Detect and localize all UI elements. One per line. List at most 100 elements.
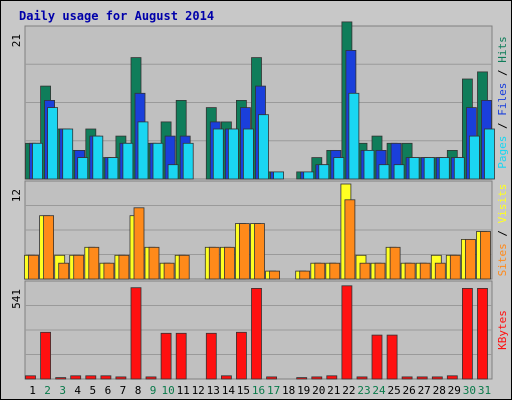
bar-sites-day-31: [480, 231, 491, 280]
bar-kbytes-day-19: [296, 377, 308, 380]
bar-sites-day-8: [133, 207, 145, 280]
x-tick-label: 8: [135, 384, 142, 397]
x-tick-label: 3: [59, 384, 66, 397]
bar-pages-day-11: [182, 142, 194, 180]
bar-kbytes-day-22: [341, 285, 353, 380]
bar-pages-day-30: [468, 135, 480, 180]
bar-kbytes-day-7: [115, 376, 127, 380]
bar-sites-day-2: [43, 215, 54, 280]
bar-pages-day-22: [348, 92, 360, 180]
bar-pages-day-20: [318, 164, 330, 180]
bar-pages-day-8: [137, 121, 149, 180]
x-tick-label: 27: [418, 384, 431, 397]
x-tick-label: 30: [463, 384, 476, 397]
legend-separator: /: [496, 116, 509, 136]
bar-pages-day-17: [273, 171, 285, 180]
bar-pages-day-7: [122, 142, 134, 180]
bar-pages-day-27: [423, 157, 435, 180]
bar-pages-day-19: [303, 171, 315, 180]
bar-kbytes-day-10: [160, 332, 172, 380]
bar-kbytes-day-21: [326, 375, 338, 380]
bar-kbytes-day-13: [205, 332, 217, 380]
x-tick-label: 10: [161, 384, 174, 397]
bar-sites-day-23: [359, 262, 371, 280]
bar-sites-day-5: [88, 246, 100, 280]
bar-pages-day-9: [152, 142, 164, 180]
bar-sites-day-21: [329, 262, 341, 280]
chart-title: Daily usage for August 2014: [19, 9, 214, 23]
bar-pages-day-13: [212, 128, 224, 180]
bar-sites-day-19: [299, 270, 311, 280]
x-tick-label: 21: [327, 384, 340, 397]
x-tick-label: 19: [297, 384, 310, 397]
legend-top: Pages / Files / Hits: [496, 36, 509, 169]
bar-kbytes-day-25: [386, 334, 398, 380]
x-tick-label: 15: [237, 384, 250, 397]
bar-pages-day-24: [378, 164, 390, 180]
x-tick-label: 6: [105, 384, 112, 397]
bar-kbytes-day-8: [130, 287, 142, 380]
ymax-label-top: 21: [10, 34, 23, 47]
bar-kbytes-day-1: [25, 375, 36, 380]
x-tick-label: 9: [150, 384, 157, 397]
bar-kbytes-day-24: [371, 334, 383, 380]
x-tick-label: 23: [357, 384, 370, 397]
bar-sites-day-15: [238, 223, 250, 280]
bar-pages-day-5: [92, 135, 104, 180]
bar-pages-day-16: [258, 114, 269, 180]
bar-sites-day-29: [449, 254, 461, 280]
legend-item: Files: [496, 83, 509, 116]
bar-sites-day-22: [344, 199, 356, 280]
legend-item: KBytes: [496, 310, 509, 350]
x-tick-label: 11: [177, 384, 190, 397]
bar-sites-day-24: [374, 262, 386, 280]
legend-bottom: KBytes: [496, 310, 509, 350]
x-tick-label: 1: [29, 384, 36, 397]
legend-middle: Sites / Visits: [496, 184, 509, 277]
legend-item: Visits: [496, 184, 509, 224]
bar-pages-day-21: [333, 157, 345, 180]
x-tick-label: 13: [207, 384, 220, 397]
bar-pages-day-3: [62, 128, 74, 180]
bar-sites-day-14: [223, 246, 235, 280]
bar-pages-day-2: [47, 107, 58, 180]
bar-sites-day-27: [419, 262, 431, 280]
bar-sites-day-28: [434, 262, 446, 280]
bar-kbytes-day-6: [100, 375, 112, 380]
bar-sites-day-30: [464, 238, 476, 280]
bar-pages-day-28: [438, 157, 450, 180]
bar-pages-day-29: [453, 157, 465, 180]
x-tick-label: 17: [267, 384, 280, 397]
x-tick-label: 29: [448, 384, 461, 397]
legend-item: Sites: [496, 243, 509, 276]
bar-kbytes-day-5: [85, 375, 97, 380]
x-tick-label: 22: [342, 384, 355, 397]
legend-separator: /: [496, 63, 509, 83]
bar-pages-day-1: [32, 142, 43, 180]
x-tick-label: 5: [89, 384, 96, 397]
bar-pages-day-26: [408, 157, 420, 180]
bar-pages-day-15: [242, 128, 254, 180]
x-tick-label: 14: [222, 384, 236, 397]
bar-kbytes-day-9: [145, 376, 157, 380]
x-tick-label: 24: [372, 384, 386, 397]
bar-pages-day-6: [107, 157, 119, 180]
bar-sites-day-1: [28, 254, 39, 280]
bar-sites-day-26: [404, 262, 416, 280]
bar-kbytes-day-27: [416, 376, 428, 380]
bar-kbytes-day-3: [55, 377, 67, 380]
ymax-label-middle: 12: [10, 189, 23, 202]
bar-kbytes-day-28: [431, 376, 443, 380]
bar-kbytes-day-16: [251, 287, 262, 380]
x-tick-label: 2: [44, 384, 51, 397]
bar-kbytes-day-20: [311, 376, 323, 380]
x-tick-label: 4: [74, 384, 81, 397]
bar-pages-day-10: [167, 164, 179, 180]
bar-kbytes-day-31: [477, 287, 488, 380]
ymax-label-bottom: 541: [10, 289, 23, 309]
bar-kbytes-day-4: [70, 375, 82, 380]
bar-pages-day-23: [363, 149, 375, 180]
bar-sites-day-7: [118, 254, 130, 280]
bar-sites-day-13: [208, 246, 220, 280]
